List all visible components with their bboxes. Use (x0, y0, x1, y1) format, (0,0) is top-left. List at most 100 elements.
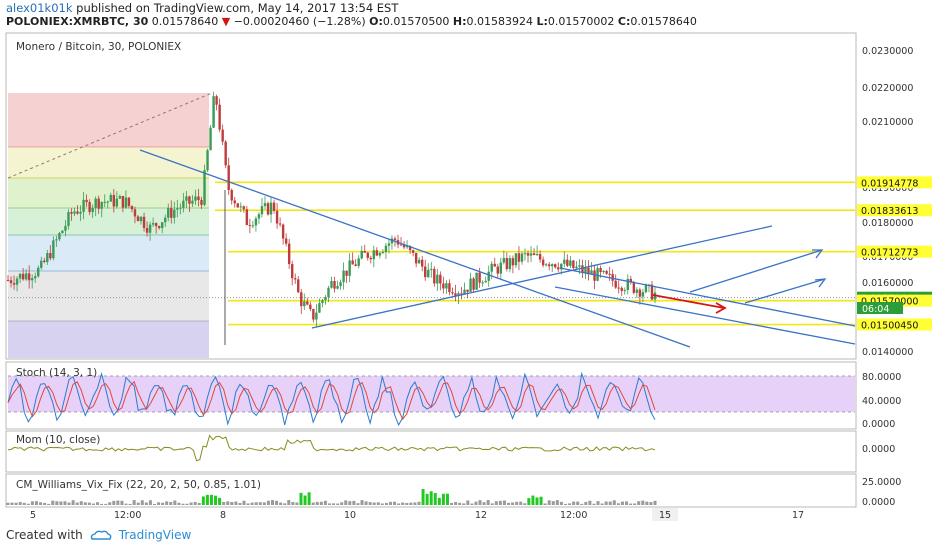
projection-arrow-2[interactable] (744, 278, 826, 304)
vix-bar (555, 500, 559, 505)
vix-bar (181, 503, 185, 505)
vix-bar (295, 502, 299, 505)
chart-canvas[interactable]: Monero / Bitcoin, 30, POLONIEX 0.0230000… (0, 30, 932, 522)
candle-body (212, 96, 215, 128)
projection-arrow[interactable] (689, 249, 823, 293)
vix-bar (238, 503, 242, 505)
candle-body (275, 210, 279, 224)
candle-body (24, 273, 28, 280)
candle-body (414, 252, 418, 264)
open-label: O: (369, 15, 383, 28)
vix-bar (230, 501, 234, 505)
candle-body (260, 206, 264, 215)
candle-body (76, 211, 79, 214)
horizontal-levels[interactable] (215, 181, 855, 326)
candle-body (142, 216, 146, 228)
price-tag-label: 0.01712773 (861, 248, 918, 259)
stoch-k-line (7, 371, 656, 427)
fib-trend-line (7, 92, 213, 179)
vix-bar (519, 501, 523, 505)
candle-body (112, 195, 116, 207)
red-projection-arrow[interactable] (652, 294, 725, 309)
vix-bar (189, 502, 193, 505)
candle-body (405, 246, 409, 248)
candle-body (505, 258, 509, 270)
candle-body (650, 284, 654, 300)
vix-bar (409, 502, 413, 505)
vix-bar (417, 501, 421, 505)
vix-bar (311, 502, 315, 505)
vix-bar (393, 501, 397, 505)
vix-bar (254, 502, 258, 505)
candle-body (230, 189, 233, 201)
channel-upper[interactable] (559, 267, 856, 327)
stoch-title: Stoch (14, 3, 1) (16, 367, 97, 379)
vix-bar (39, 502, 43, 505)
vix-bar (132, 500, 136, 505)
vix-bar (527, 498, 531, 505)
vix-bar (246, 503, 250, 505)
vix-bar (336, 503, 340, 505)
author-link[interactable]: alex01k01k (6, 1, 73, 15)
trend-line-desc-main[interactable] (139, 149, 691, 348)
candle-body (366, 252, 369, 258)
candle-body (569, 260, 572, 266)
candle-body (200, 200, 203, 205)
vix-bar (67, 502, 71, 505)
vix-bar (478, 500, 482, 505)
vix-bar (266, 500, 270, 505)
time-axis-label: 12:00 (114, 510, 141, 521)
vix-bar (161, 502, 165, 505)
candle-body (535, 254, 539, 256)
channel-lower[interactable] (554, 286, 856, 345)
fib-band-2 (8, 147, 209, 178)
candle-body (40, 260, 43, 268)
time-axis[interactable]: 5 12:00 8 10 12 12:00 15 17 (30, 508, 804, 521)
candle-body (448, 283, 451, 293)
candle-body (402, 244, 406, 248)
candle-body (584, 267, 587, 273)
vix-bar (458, 502, 462, 505)
price-tag-label: 0.01914778 (861, 178, 918, 189)
vix-bar (389, 501, 393, 505)
vix-bar (120, 500, 124, 505)
tradingview-link[interactable]: TradingView (118, 528, 192, 542)
vix-bar (10, 502, 14, 505)
candle-body (12, 283, 16, 285)
candle-body (21, 273, 25, 280)
fib-retracement[interactable] (7, 92, 213, 358)
fib-band-3 (8, 178, 209, 208)
candle-body (324, 297, 327, 301)
candle-body (466, 289, 469, 292)
vix-bar (112, 500, 116, 505)
vix-bar (144, 502, 148, 505)
candle-body (554, 264, 557, 268)
candle-body (493, 263, 496, 267)
candle-body (46, 253, 49, 262)
candle-body (517, 253, 521, 262)
change-down-icon: ▼ (221, 15, 231, 28)
vix-bar (588, 500, 592, 505)
vix-bar (523, 503, 527, 505)
vix-bar (157, 502, 161, 505)
candle-body (626, 278, 629, 291)
candle-body (167, 208, 170, 218)
vix-bar (576, 501, 580, 505)
candle-body (121, 196, 125, 208)
vix-bar (535, 497, 539, 505)
candle-body (266, 203, 270, 215)
price-tag-bg (857, 318, 932, 331)
price-axis-label: 0.0180000 (862, 218, 913, 229)
vix-bar (173, 500, 177, 505)
candle-body (82, 199, 85, 212)
candle-body (182, 200, 185, 208)
vix-bar (466, 500, 470, 505)
candle-body (52, 240, 55, 259)
trend-lines[interactable] (139, 149, 856, 348)
trend-line-asc[interactable] (311, 225, 773, 329)
vix-bar (604, 501, 608, 505)
candle-body (566, 259, 569, 266)
candle-body (417, 259, 421, 264)
candle-body (333, 281, 336, 289)
candle-body (463, 289, 466, 294)
